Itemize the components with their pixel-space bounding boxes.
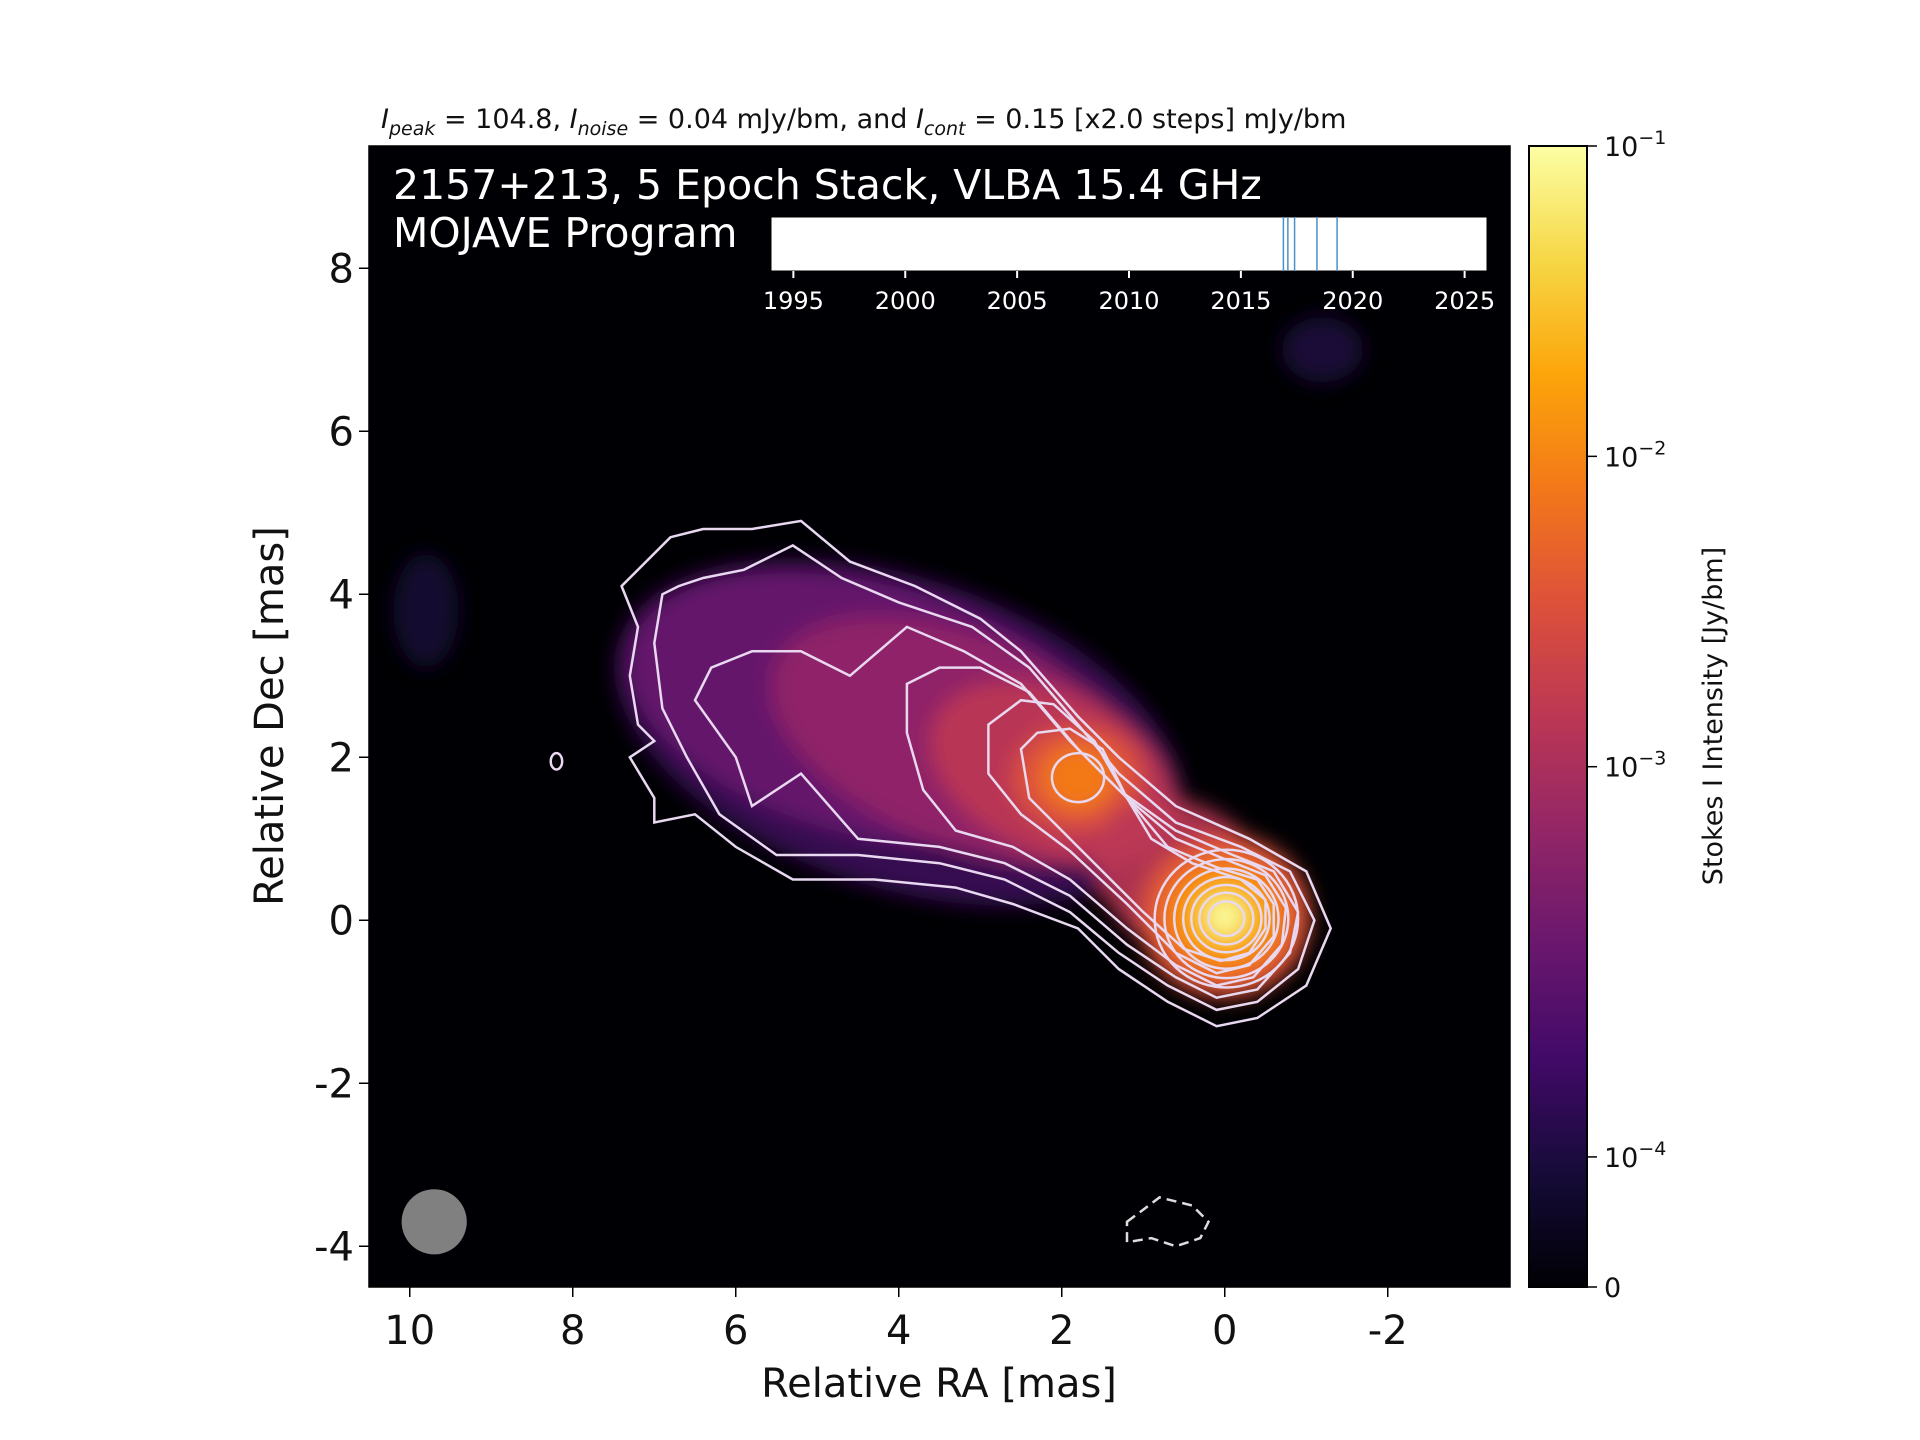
x-axis-ticks: 10 8 6 4 2 0 -2 xyxy=(384,1287,1408,1354)
x-tick-label: 8 xyxy=(560,1308,585,1354)
contour-knot xyxy=(1050,751,1106,804)
plot-frame xyxy=(368,145,1511,1288)
y-tick-label: -4 xyxy=(314,1224,354,1270)
colorbar: 10−1 10−2 10−3 10−4 0 Stokes I Intensity [Jy… xyxy=(1528,127,1729,1304)
emission-blob xyxy=(1210,901,1240,931)
contour-negative xyxy=(1125,1196,1211,1248)
timeline-tick-label: 2000 xyxy=(875,287,936,315)
emission-blob xyxy=(393,553,459,668)
title-i-peak: I xyxy=(381,104,389,135)
contour-core-ring xyxy=(1181,875,1271,962)
y-tick-label: 0 xyxy=(329,898,354,944)
colorbar-frame xyxy=(1528,145,1588,1288)
y-tick-label: 4 xyxy=(329,572,354,618)
intensity-map xyxy=(369,146,1510,1287)
emission-blob xyxy=(1281,317,1364,383)
y-tick-label: 6 xyxy=(329,409,354,455)
title-noise-text: = 0.04 mJy/bm, and xyxy=(628,104,916,135)
epoch-timeline: 1995 2000 2005 2010 2015 2020 2025 xyxy=(763,216,1495,315)
contour-isolated xyxy=(549,751,564,771)
contour-core-ring xyxy=(1163,857,1290,980)
y-axis-label: Relative Dec [mas] xyxy=(247,526,293,906)
timeline-tick-label: 2015 xyxy=(1210,287,1271,315)
title-peak-text: = 104.8, xyxy=(435,104,569,135)
colorbar-tick-label: 10−1 xyxy=(1604,127,1666,163)
timeline-tick-label: 2005 xyxy=(987,287,1048,315)
title-peak-sub: peak xyxy=(388,118,436,140)
title-cont-sub: cont xyxy=(924,118,967,140)
contour-level-5 xyxy=(987,698,1275,975)
timeline-tick-label: 2010 xyxy=(1098,287,1159,315)
colorbar-ticks: 10−1 10−2 10−3 10−4 0 xyxy=(1587,127,1666,1304)
contour-layer xyxy=(549,519,1333,1248)
x-tick-label: 0 xyxy=(1212,1308,1237,1354)
colorbar-tick-label: 10−4 xyxy=(1604,1138,1666,1174)
image-title-line1: 2157+213, 5 Epoch Stack, VLBA 15.4 GHz xyxy=(393,161,1262,209)
contour-level-6 xyxy=(1019,727,1267,963)
x-tick-label: 6 xyxy=(723,1308,748,1354)
y-axis-ticks: 8 6 4 2 0 -2 -4 xyxy=(314,246,369,1270)
timeline-box xyxy=(770,216,1488,272)
x-axis-label: Relative RA [mas] xyxy=(761,1361,1117,1407)
colorbar-gradient xyxy=(1529,146,1587,1287)
timeline-epochs xyxy=(1282,217,1338,271)
colorbar-tick-label: 0 xyxy=(1604,1273,1621,1304)
title-i-cont: I xyxy=(916,104,924,135)
plot-title: Ipeak = 104.8, Inoise = 0.04 mJy/bm, and… xyxy=(381,104,1346,140)
title-cont-text: = 0.15 [x2.0 steps] mJy/bm xyxy=(965,104,1346,135)
colorbar-label: Stokes I Intensity [Jy/bm] xyxy=(1698,547,1729,885)
contour-core-ring xyxy=(1190,883,1263,954)
timeline-tick-label: 2025 xyxy=(1434,287,1495,315)
beam-ellipse xyxy=(401,1189,467,1255)
contour-core-ring xyxy=(1198,891,1255,946)
colorbar-tick-label: 10−2 xyxy=(1604,437,1666,473)
contour-core-ring xyxy=(1207,900,1246,938)
timeline-ticks: 1995 2000 2005 2010 2015 2020 2025 xyxy=(763,271,1495,315)
y-tick-label: 8 xyxy=(329,246,354,292)
y-tick-label: 2 xyxy=(329,735,354,781)
title-i-noise: I xyxy=(570,104,578,135)
colorbar-tick-label: 10−3 xyxy=(1604,748,1666,784)
contour-level-1 xyxy=(620,519,1333,1028)
title-noise-sub: noise xyxy=(578,118,629,140)
y-tick-label: -2 xyxy=(314,1061,354,1107)
image-title-line2: MOJAVE Program xyxy=(393,209,737,257)
timeline-tick-label: 2020 xyxy=(1322,287,1383,315)
timeline-tick-label: 1995 xyxy=(763,287,824,315)
x-tick-label: -2 xyxy=(1368,1308,1408,1354)
contour-core-ring xyxy=(1172,867,1280,970)
contour-core-ring xyxy=(1153,848,1300,989)
contour-level-2 xyxy=(653,543,1316,1012)
x-tick-label: 10 xyxy=(384,1308,435,1354)
x-tick-label: 4 xyxy=(886,1308,911,1354)
x-tick-label: 2 xyxy=(1049,1308,1074,1354)
